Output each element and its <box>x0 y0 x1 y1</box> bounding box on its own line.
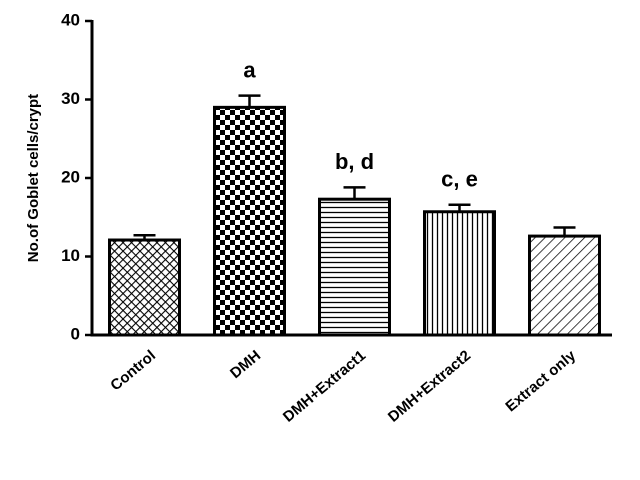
bar <box>528 234 601 337</box>
x-tick-label: DMH+Extract2 <box>385 347 474 426</box>
bar <box>318 197 391 337</box>
bar <box>108 238 181 337</box>
y-tick-label: 10 <box>61 246 80 265</box>
x-tick-label: DMH+Extract1 <box>280 347 369 426</box>
x-tick-label: Control <box>107 347 159 394</box>
y-axis-label: No.of Goblet cells/crypt <box>25 94 42 262</box>
annotation: c, e <box>441 167 478 192</box>
bar <box>213 105 286 337</box>
annotation: b, d <box>335 149 374 174</box>
y-tick-label: 20 <box>61 167 80 186</box>
annotation: a <box>243 57 256 82</box>
x-tick-label: DMH <box>227 347 264 382</box>
y-tick-label: 30 <box>61 89 80 108</box>
bar <box>423 210 496 337</box>
y-tick-label: 0 <box>71 324 80 343</box>
y-tick-label: 40 <box>61 10 80 29</box>
x-tick-label: Extract only <box>502 347 579 416</box>
